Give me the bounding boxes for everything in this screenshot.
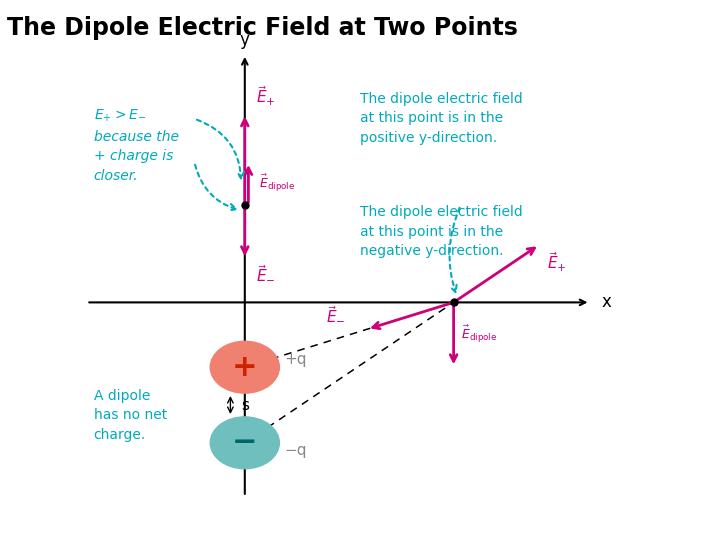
- Text: +: +: [232, 353, 258, 382]
- FancyArrowPatch shape: [449, 208, 459, 292]
- Text: The dipole electric field
at this point is in the
positive y-direction.: The dipole electric field at this point …: [360, 92, 523, 145]
- Text: x: x: [601, 293, 611, 312]
- Circle shape: [210, 417, 279, 469]
- Text: +q: +q: [284, 352, 307, 367]
- Text: The dipole electric field
at this point is in the
negative y-direction.: The dipole electric field at this point …: [360, 205, 523, 258]
- Text: $\vec{E}_{+}$: $\vec{E}_{+}$: [546, 250, 566, 274]
- Text: −q: −q: [284, 443, 307, 458]
- Text: $\vec{E}_{-}$: $\vec{E}_{-}$: [256, 265, 275, 283]
- Text: $E_{+} > E_{-}$
because the
+ charge is
closer.: $E_{+} > E_{-}$ because the + charge is …: [94, 108, 179, 183]
- Text: The Dipole Electric Field at Two Points: The Dipole Electric Field at Two Points: [7, 16, 518, 40]
- Text: $\vec{E}_{\mathrm{dipole}}$: $\vec{E}_{\mathrm{dipole}}$: [259, 173, 295, 194]
- FancyArrowPatch shape: [195, 165, 236, 211]
- Text: s: s: [241, 397, 249, 413]
- Text: −: −: [232, 428, 258, 457]
- Text: A dipole
has no net
charge.: A dipole has no net charge.: [94, 389, 167, 442]
- Circle shape: [210, 341, 279, 393]
- Text: y: y: [240, 31, 250, 49]
- FancyArrowPatch shape: [197, 120, 244, 179]
- Text: $\vec{E}_{-}$: $\vec{E}_{-}$: [326, 306, 346, 324]
- Text: $\vec{E}_{+}$: $\vec{E}_{+}$: [256, 84, 275, 108]
- Text: $\vec{E}_{\mathrm{dipole}}$: $\vec{E}_{\mathrm{dipole}}$: [461, 324, 497, 346]
